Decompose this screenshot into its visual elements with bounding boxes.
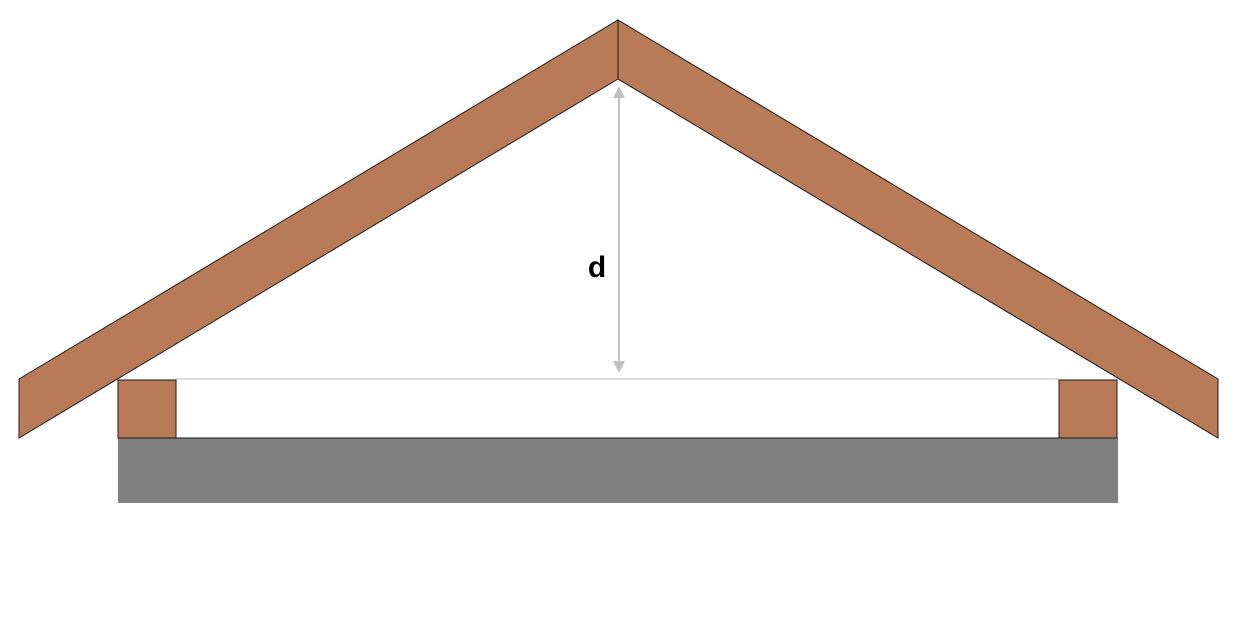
right-rafter xyxy=(617,19,1219,439)
dimension-label-d: d xyxy=(588,251,606,284)
left-wall-plate xyxy=(117,379,177,439)
right-wall-plate xyxy=(1058,379,1118,439)
wall-base xyxy=(118,438,1118,503)
left-rafter xyxy=(18,19,619,439)
